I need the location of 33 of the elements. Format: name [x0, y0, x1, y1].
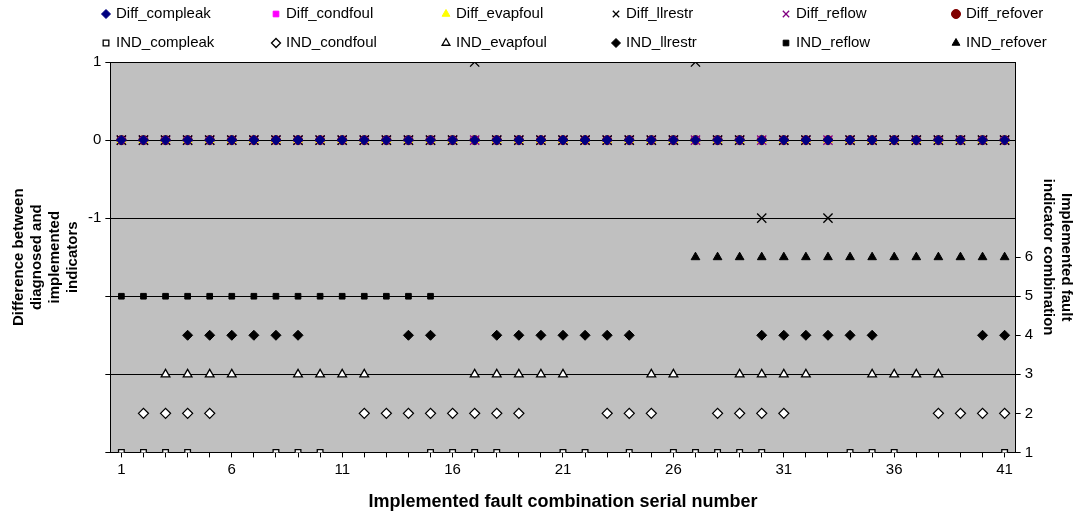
legend-label: IND_evapfoul: [456, 33, 547, 51]
y2-tick-label: 4: [1024, 325, 1033, 343]
legend-label: Diff_llrestr: [626, 4, 694, 22]
x-tick-label: 41: [996, 459, 1013, 477]
legend-label: Diff_evapfoul: [456, 4, 544, 22]
legend-label: Diff_condfoul: [286, 4, 374, 22]
x-tick-label: 1: [117, 459, 126, 477]
y-tick-label: 1: [92, 52, 102, 70]
y2-tick-label: 6: [1024, 247, 1033, 265]
x-tick-label: 26: [665, 459, 682, 477]
legend-label: IND_reflow: [796, 33, 871, 51]
x-tick-label: 16: [444, 459, 461, 477]
y2-tick-label: 2: [1024, 403, 1033, 421]
x-tick-label: 11: [334, 459, 350, 477]
x-tick-label: 6: [227, 459, 236, 477]
y2-tick-label: 1: [1024, 442, 1033, 460]
legend-label: Diff_compleak: [116, 4, 212, 22]
y2-tick-label: 3: [1024, 364, 1033, 382]
y-tick-label: 0: [92, 130, 102, 148]
legend-label: Diff_reflow: [796, 4, 867, 22]
legend-label: IND_compleak: [116, 33, 215, 51]
legend-label: Diff_refover: [966, 4, 1044, 22]
y-tick-label: -1: [87, 208, 102, 226]
legend-label: IND_llrestr: [626, 33, 697, 51]
y2-tick-label: 5: [1024, 286, 1033, 304]
legend-label: IND_condfoul: [286, 33, 377, 51]
x-tick-label: 31: [775, 459, 793, 477]
y-axis-title: Difference between diagnosed and implemented indicators: [9, 188, 81, 326]
x-tick-label: 21: [554, 459, 572, 477]
legend-label: IND_refover: [966, 33, 1047, 51]
y2-axis-title: Implemented fault indicator combination: [1040, 178, 1076, 336]
x-tick-label: 36: [885, 459, 903, 477]
x-axis-title: Implemented fault combination serial number: [368, 491, 758, 512]
